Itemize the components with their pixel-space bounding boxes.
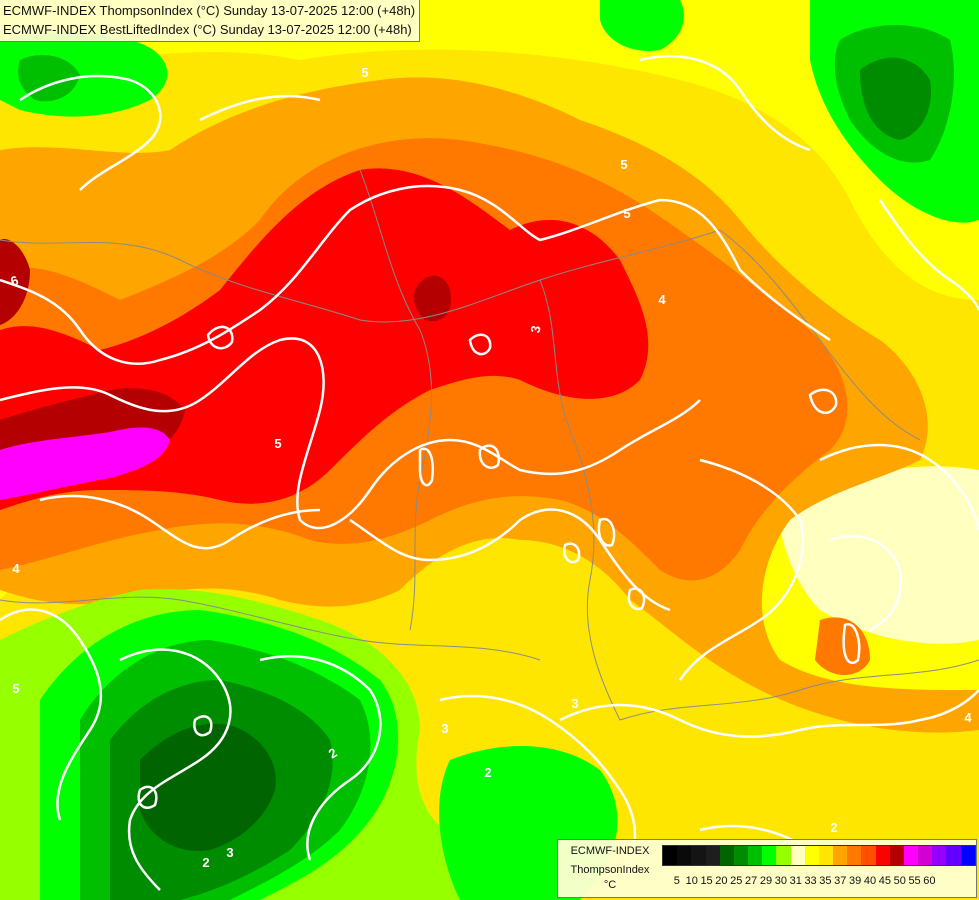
contour-label: 2 <box>830 820 837 835</box>
legend-tick-label: 5 <box>673 875 680 887</box>
contour-label: 5 <box>623 206 630 221</box>
legend-swatch <box>833 846 848 865</box>
legend-tick-label: 31 <box>789 875 802 887</box>
legend-swatch <box>847 846 862 865</box>
contour-label: 5 <box>12 681 19 696</box>
legend-tick-label: 60 <box>923 875 936 887</box>
legend-swatch <box>818 846 834 865</box>
legend-swatch <box>733 846 749 865</box>
map-title: ECMWF-INDEX ThompsonIndex (°C) Sunday 13… <box>0 0 421 42</box>
dark-green-field <box>860 57 931 140</box>
country-borders <box>0 169 979 721</box>
dark-red-field <box>0 239 30 325</box>
legend-swatch <box>776 846 791 865</box>
legend-tick-label: 10 <box>685 875 698 887</box>
legend-swatch <box>903 846 919 865</box>
dark-red-field <box>413 275 451 322</box>
contour-label: 3 <box>528 324 544 334</box>
legend-tick-label: 25 <box>730 875 743 887</box>
legend-tick-label: 35 <box>819 875 832 887</box>
green-field <box>600 0 684 51</box>
legend-tick-label: 55 <box>908 875 921 887</box>
legend-tick-label: 20 <box>715 875 728 887</box>
contour-label: 6 <box>8 272 20 289</box>
legend-tick-label: 39 <box>849 875 862 887</box>
legend-tick-label: 15 <box>700 875 713 887</box>
legend-ticks: 5 10 15 20 25 27 29 30 31 33 35 37 39 40 45 50 55 60 <box>662 875 974 889</box>
contour-labels: 6 5 5 4 3 4 3 2 3 2 3 5 2 2 5 4 5 <box>8 65 972 870</box>
legend-swatch <box>804 846 819 865</box>
contour-label: 4 <box>12 561 20 576</box>
legend-tick-label: 37 <box>834 875 847 887</box>
legend-tick-label: 33 <box>804 875 817 887</box>
legend-swatch <box>762 846 777 865</box>
contour-label: 3 <box>441 721 448 736</box>
legend-swatch <box>691 846 706 865</box>
legend-swatch <box>719 846 734 865</box>
contour-label: 3 <box>226 845 233 860</box>
legend-tick-label: 27 <box>745 875 758 887</box>
contour-label: 5 <box>620 157 627 172</box>
contour-label: 4 <box>964 710 972 725</box>
legend-swatch <box>677 846 692 865</box>
legend-swatch <box>889 846 904 865</box>
mid-green-field <box>18 55 80 102</box>
title-thompson-index: ECMWF-INDEX ThompsonIndex (°C) Sunday 13… <box>3 3 416 18</box>
contour-label: 3 <box>571 696 578 711</box>
legend-tick-label: 45 <box>878 875 891 887</box>
legend-swatch <box>790 846 805 865</box>
legend-swatch <box>705 846 720 865</box>
legend-swatch <box>946 846 961 865</box>
legend-tick-label: 30 <box>774 875 787 887</box>
legend-tick-label: 40 <box>863 875 877 887</box>
contour-label: 2 <box>202 855 209 870</box>
contour-label: 5 <box>274 436 281 451</box>
legend-swatch <box>918 846 933 865</box>
legend-tick-label: 50 <box>893 875 906 887</box>
magenta-field <box>0 427 170 500</box>
contour-label: 2 <box>484 765 491 780</box>
legend-swatch <box>875 846 890 865</box>
legend-swatch <box>663 846 678 865</box>
contour-label: 4 <box>658 292 666 307</box>
legend-swatch <box>932 846 947 865</box>
legend-swatch <box>861 846 876 865</box>
title-best-lifted-index: ECMWF-INDEX BestLiftedIndex (°C) Sunday … <box>3 22 412 37</box>
legend-color-bar <box>662 845 976 866</box>
legend-tick-label: 29 <box>759 875 773 887</box>
legend-unit: °C <box>603 879 617 891</box>
legend-variable: ThompsonIndex <box>570 864 650 876</box>
legend-swatch <box>960 846 975 865</box>
darkest-green-field <box>140 723 276 851</box>
legend-model: ECMWF-INDEX <box>570 845 650 857</box>
contour-label: 5 <box>361 65 368 80</box>
color-legend: ECMWF-INDEX ThompsonIndex °C 5 10 15 20 25 27… <box>557 839 977 898</box>
legend-swatch <box>748 846 763 865</box>
